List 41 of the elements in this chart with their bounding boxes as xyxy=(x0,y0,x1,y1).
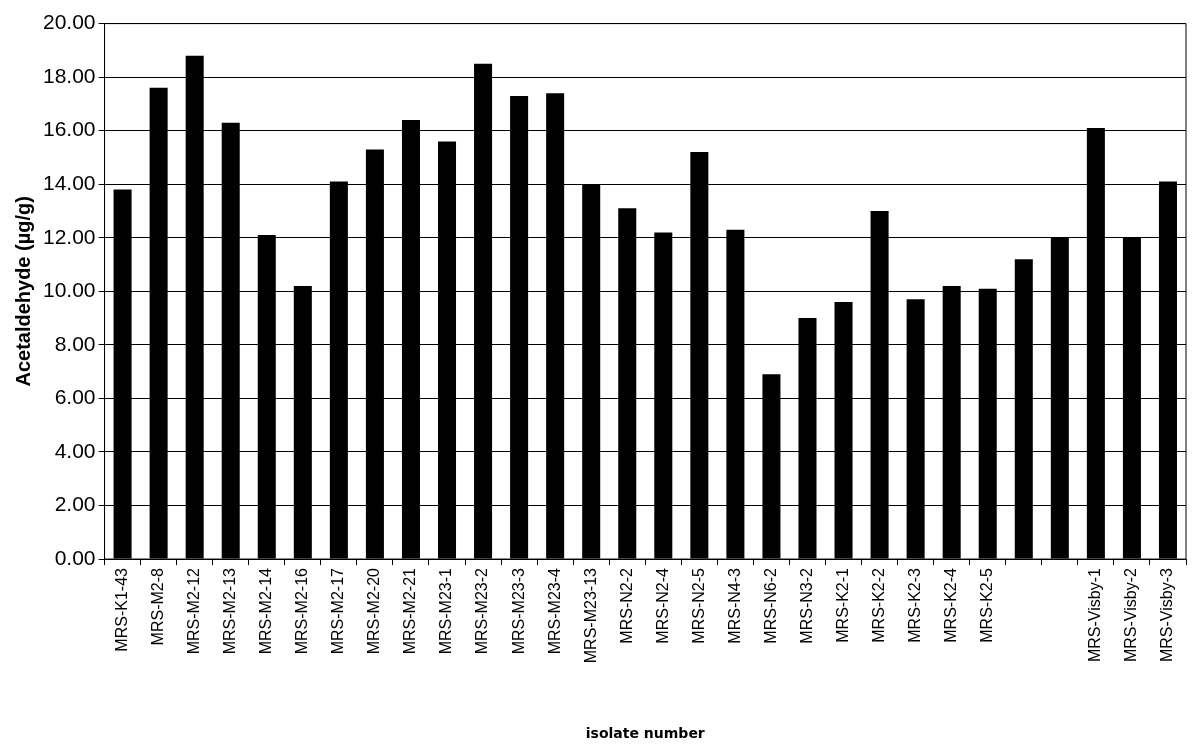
x-tick-label: MRS-M23-4 xyxy=(545,567,563,655)
y-tick-label: 20.00 xyxy=(42,10,96,34)
x-tick-label: MRS-K2-5 xyxy=(978,567,996,643)
x-tick-label: MRS-K2-2 xyxy=(870,567,887,643)
x-tick-label: MRS-M2-13 xyxy=(221,567,239,655)
x-tick-label: MRS-N3-2 xyxy=(797,567,815,644)
x-tick-label: MRS-M2-20 xyxy=(365,567,383,655)
y-tick-label: 12.00 xyxy=(42,224,96,248)
y-tick-label: 18.00 xyxy=(42,63,96,87)
x-tick-label: MRS-K2-3 xyxy=(906,567,924,643)
x-tick-label: MRS-N2-2 xyxy=(617,567,635,644)
x-tick-label: MRS-N2-4 xyxy=(653,567,671,644)
y-tick-label: 6.00 xyxy=(54,385,96,409)
x-tick-label: MRS-K2-4 xyxy=(942,567,960,643)
y-tick-label: 2.00 xyxy=(54,492,96,516)
x-tick-label: MRS-M23-3 xyxy=(509,567,527,655)
x-tick-label: MRS-Visby-2 xyxy=(1122,567,1140,663)
y-tick-label: 4.00 xyxy=(54,438,96,462)
x-tick-label: MRS-M2-16 xyxy=(293,567,311,655)
x-tick-label: MRS-M2-12 xyxy=(185,567,203,655)
x-tick-label: MRS-M2-17 xyxy=(329,567,347,655)
x-tick-label: MRS-Visby-1 xyxy=(1086,567,1104,663)
y-axis-title: Acetaldehyde (µg/g) xyxy=(11,196,34,387)
x-tick-label: MRS-N4-3 xyxy=(725,567,743,644)
x-tick-label: MRS-M23-1 xyxy=(437,567,455,655)
y-tick-label: 16.00 xyxy=(42,117,96,141)
x-tick-label: MRS-N6-2 xyxy=(761,567,779,644)
y-tick-label: 8.00 xyxy=(54,331,96,355)
x-tick-label: MRS-M2-8 xyxy=(149,567,167,646)
y-tick-label: 14.00 xyxy=(42,171,96,195)
x-axis-title: isolate number xyxy=(585,725,705,742)
y-tick-label: 0.00 xyxy=(54,545,96,569)
x-tick-label: MRS-N2-5 xyxy=(689,567,707,644)
x-tick-label: MRS-M2-21 xyxy=(401,567,419,655)
x-tick-label: MRS-M23-2 xyxy=(473,567,491,655)
x-tick-label: MRS-Visby-3 xyxy=(1158,567,1176,663)
x-tick-label: MRS-K1-43 xyxy=(112,567,130,652)
x-tick-label: MRS-M2-14 xyxy=(257,567,275,655)
x-tick-label: MRS-M23-13 xyxy=(581,567,599,664)
y-tick-label: 10.00 xyxy=(42,278,96,302)
x-tick-label: MRS-K2-1 xyxy=(833,567,851,643)
